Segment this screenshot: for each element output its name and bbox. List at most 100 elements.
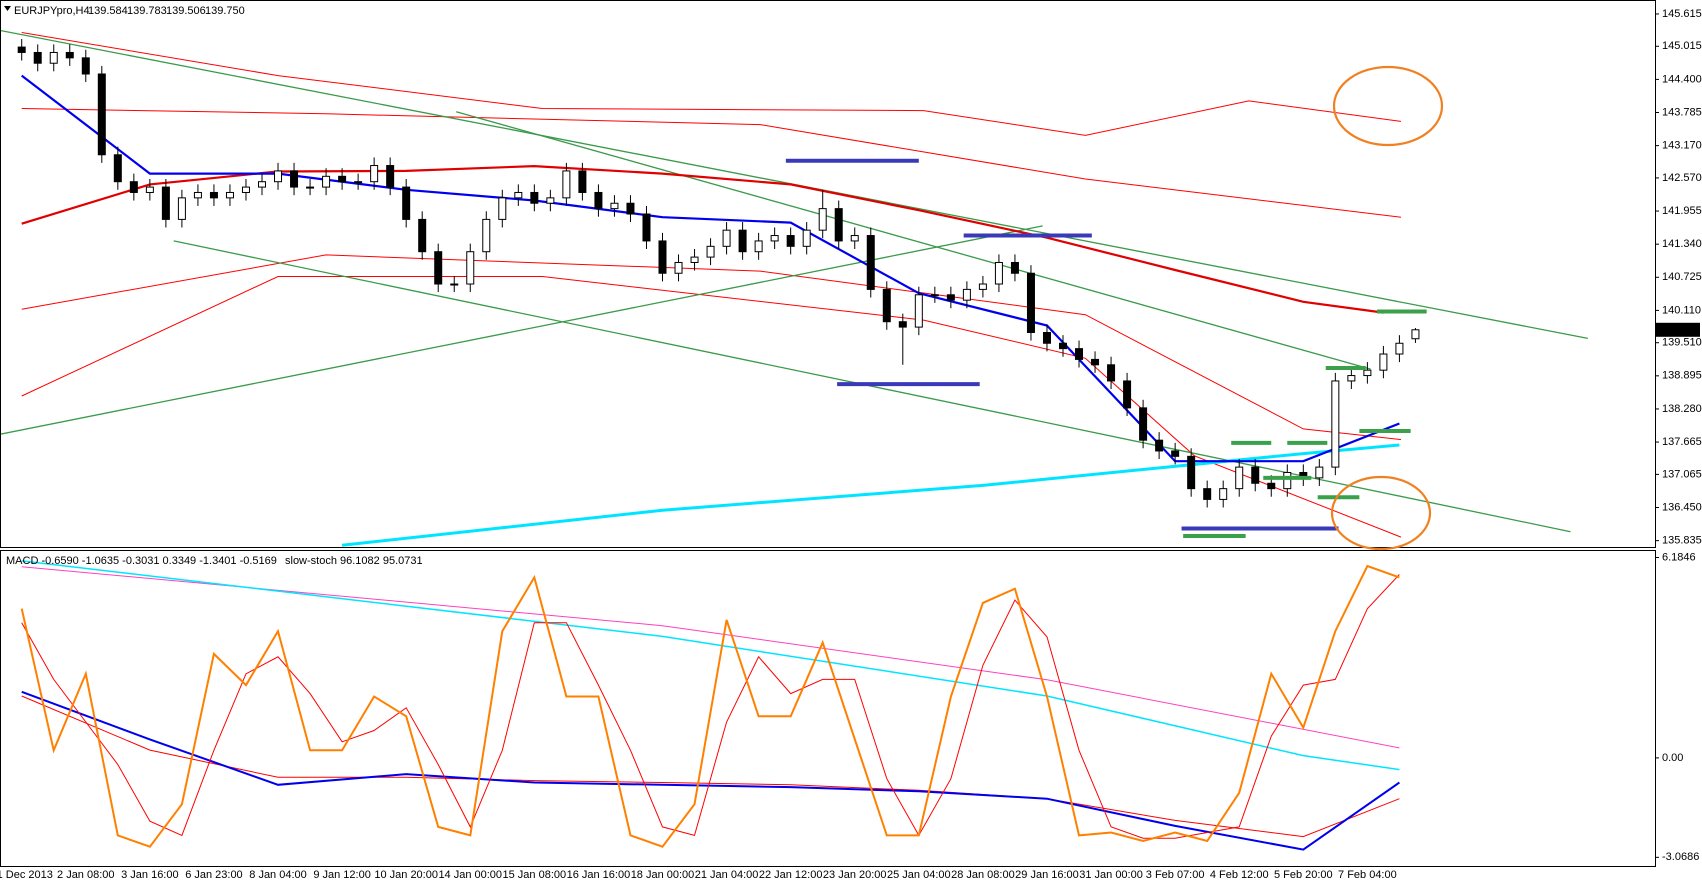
candle-body xyxy=(450,283,459,286)
candle-body xyxy=(322,175,331,188)
x-tick-label: 6 Jan 23:00 xyxy=(185,869,243,881)
indicator-line xyxy=(21,690,1400,851)
highlight-circle xyxy=(1330,475,1432,551)
candle-body xyxy=(274,170,283,183)
x-tick-label: 29 Jan 16:00 xyxy=(1015,869,1079,881)
x-tick-label: 8 Jan 04:00 xyxy=(249,869,307,881)
candle-body xyxy=(770,235,779,242)
candle-body xyxy=(338,175,347,183)
candle-body xyxy=(674,261,683,274)
x-tick-label: 15 Jan 08:00 xyxy=(503,869,567,881)
candle-body xyxy=(418,218,427,253)
y-tick-label: 139.510 xyxy=(1662,337,1702,349)
candle-body xyxy=(610,202,619,210)
candle-body xyxy=(225,191,234,199)
candle-body xyxy=(834,208,843,242)
candle-body xyxy=(514,191,523,199)
candle-body xyxy=(818,208,827,231)
indicator-line xyxy=(20,564,1400,848)
candle-body xyxy=(386,165,395,188)
candle-body xyxy=(1155,439,1164,452)
candle-body xyxy=(434,251,443,285)
indicator-line xyxy=(21,695,1400,838)
x-tick-label: 5 Feb 20:00 xyxy=(1274,869,1333,881)
x-tick-label: 14 Jan 00:00 xyxy=(438,869,502,881)
candle-body xyxy=(370,165,379,183)
candle-body xyxy=(850,235,859,242)
price-tag-label: 139.750 xyxy=(1660,324,1700,336)
symbol-menu-arrow[interactable] xyxy=(4,6,11,11)
symbol-title: EURJPYpro,H4 xyxy=(14,5,90,17)
candle-body xyxy=(882,288,891,323)
stochastic-title: slow-stoch 96.1082 95.0731 xyxy=(285,555,423,567)
candle-body xyxy=(97,73,106,156)
candle-body xyxy=(930,294,939,297)
candle-body xyxy=(1139,407,1148,441)
candle-body xyxy=(466,251,475,285)
candle-body xyxy=(81,57,90,75)
candle-body xyxy=(1010,261,1019,274)
y-tick-label: 142.570 xyxy=(1662,172,1702,184)
y-tick-label: 140.110 xyxy=(1662,304,1701,316)
candle-body xyxy=(802,229,811,247)
x-tick-label: 23 Jan 20:00 xyxy=(823,869,887,881)
candle-body xyxy=(1203,488,1212,500)
y-tick-label: 141.340 xyxy=(1662,238,1702,250)
y-tick-label: 0.00 xyxy=(1662,752,1683,764)
x-tick-label: 25 Jan 04:00 xyxy=(887,869,951,881)
candle-body xyxy=(193,191,202,199)
candle-body xyxy=(626,202,635,215)
candle-body xyxy=(49,51,58,64)
y-tick-label: -3.0686 xyxy=(1662,851,1699,863)
x-tick-label: 21 Jan 04:00 xyxy=(695,869,759,881)
y-tick-label: 137.065 xyxy=(1662,468,1702,480)
candle-body xyxy=(1042,331,1051,344)
x-tick-label: 9 Jan 12:00 xyxy=(313,869,371,881)
indicator-line xyxy=(21,574,1400,839)
candle-body xyxy=(1267,482,1276,490)
plot-area xyxy=(20,560,1400,851)
y-tick-label: 135.835 xyxy=(1662,535,1702,547)
candle-body xyxy=(530,191,539,204)
y-tick-label: 6.1846 xyxy=(1662,551,1696,563)
plot-layer: 145.615 145.015 144.400 143.785 143.170 142.5… xyxy=(0,8,1702,881)
candle-body xyxy=(498,197,507,220)
candle-body xyxy=(402,186,411,220)
candle-body xyxy=(658,240,667,274)
highlight-circle xyxy=(1332,65,1444,147)
candle-body xyxy=(898,321,907,328)
low-value: 139.506 xyxy=(166,5,206,17)
y-tick-label: 138.280 xyxy=(1662,403,1702,415)
x-tick-label: 2 Jan 08:00 xyxy=(57,869,115,881)
x-tick-label: 4 Feb 12:00 xyxy=(1210,869,1269,881)
plot-area xyxy=(1,29,1588,547)
candle-body xyxy=(1171,450,1180,457)
indicator-line xyxy=(21,566,1400,749)
y-tick-label: 144.400 xyxy=(1662,73,1702,85)
candle-body xyxy=(1059,342,1067,350)
x-tick-label: 28 Jan 08:00 xyxy=(951,869,1015,881)
candle-body xyxy=(306,186,315,189)
x-tick-label: 7 Feb 04:00 xyxy=(1338,869,1397,881)
candle-body xyxy=(241,186,250,193)
high-value: 139.783 xyxy=(127,5,167,17)
candle-body xyxy=(1411,329,1420,340)
candle-body xyxy=(546,197,555,204)
candle-body xyxy=(866,235,875,290)
indicator-line xyxy=(21,74,1400,463)
y-tick-label: 145.015 xyxy=(1662,40,1702,52)
x-tick-label: 3 Feb 07:00 xyxy=(1146,869,1205,881)
candle-body xyxy=(1251,466,1260,484)
y-tick-label: 136.450 xyxy=(1662,501,1702,513)
candle-body xyxy=(209,191,218,199)
candle-body xyxy=(722,229,731,247)
y-tick-label: 137.665 xyxy=(1662,436,1702,448)
y-tick-label: 145.615 xyxy=(1662,8,1702,20)
indicator-line xyxy=(173,240,1571,533)
candle-body xyxy=(1283,471,1292,490)
candle-body xyxy=(1395,342,1404,355)
y-tick-label: 143.785 xyxy=(1662,106,1702,118)
candle-body xyxy=(1026,272,1035,333)
candle-body xyxy=(1315,466,1324,479)
